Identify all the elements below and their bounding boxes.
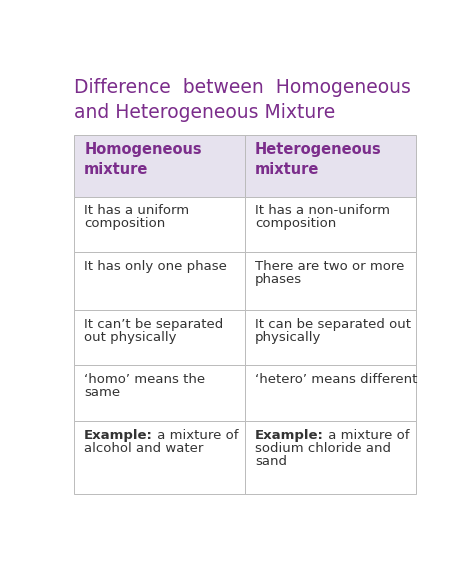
Text: sodium chloride and: sodium chloride and — [255, 442, 391, 455]
Text: same: same — [84, 386, 120, 399]
Bar — [245, 365, 416, 421]
Bar — [74, 252, 245, 310]
Bar — [74, 421, 245, 493]
Text: There are two or more: There are two or more — [255, 260, 404, 273]
Bar — [245, 310, 416, 365]
Bar — [74, 197, 245, 252]
Text: ‘hetero’ means different: ‘hetero’ means different — [255, 373, 418, 386]
Text: sand: sand — [255, 455, 287, 468]
Text: composition: composition — [84, 217, 165, 230]
Text: a mixture of: a mixture of — [153, 429, 238, 442]
Text: out physically: out physically — [84, 330, 177, 343]
Text: It can be separated out: It can be separated out — [255, 318, 411, 330]
Bar — [74, 134, 245, 197]
Text: ‘homo’ means the: ‘homo’ means the — [84, 373, 205, 386]
Text: physically: physically — [255, 330, 321, 343]
Text: Homogeneous
mixture: Homogeneous mixture — [84, 142, 202, 176]
Text: composition: composition — [255, 217, 336, 230]
Text: Example:: Example: — [84, 429, 153, 442]
Text: alcohol and water: alcohol and water — [84, 442, 204, 455]
Bar — [245, 421, 416, 493]
Text: It can’t be separated: It can’t be separated — [84, 318, 223, 330]
Text: phases: phases — [255, 273, 302, 286]
Bar — [74, 365, 245, 421]
Text: and Heterogeneous Mixture: and Heterogeneous Mixture — [74, 103, 335, 123]
Bar — [74, 310, 245, 365]
Text: a mixture of: a mixture of — [324, 429, 410, 442]
Bar — [245, 197, 416, 252]
Bar — [245, 134, 416, 197]
Bar — [245, 252, 416, 310]
Text: Heterogeneous
mixture: Heterogeneous mixture — [255, 142, 382, 176]
Text: It has only one phase: It has only one phase — [84, 260, 227, 273]
Text: Difference  between  Homogeneous: Difference between Homogeneous — [74, 78, 411, 97]
Text: It has a uniform: It has a uniform — [84, 205, 189, 217]
Text: Example:: Example: — [255, 429, 324, 442]
Text: It has a non-uniform: It has a non-uniform — [255, 205, 390, 217]
